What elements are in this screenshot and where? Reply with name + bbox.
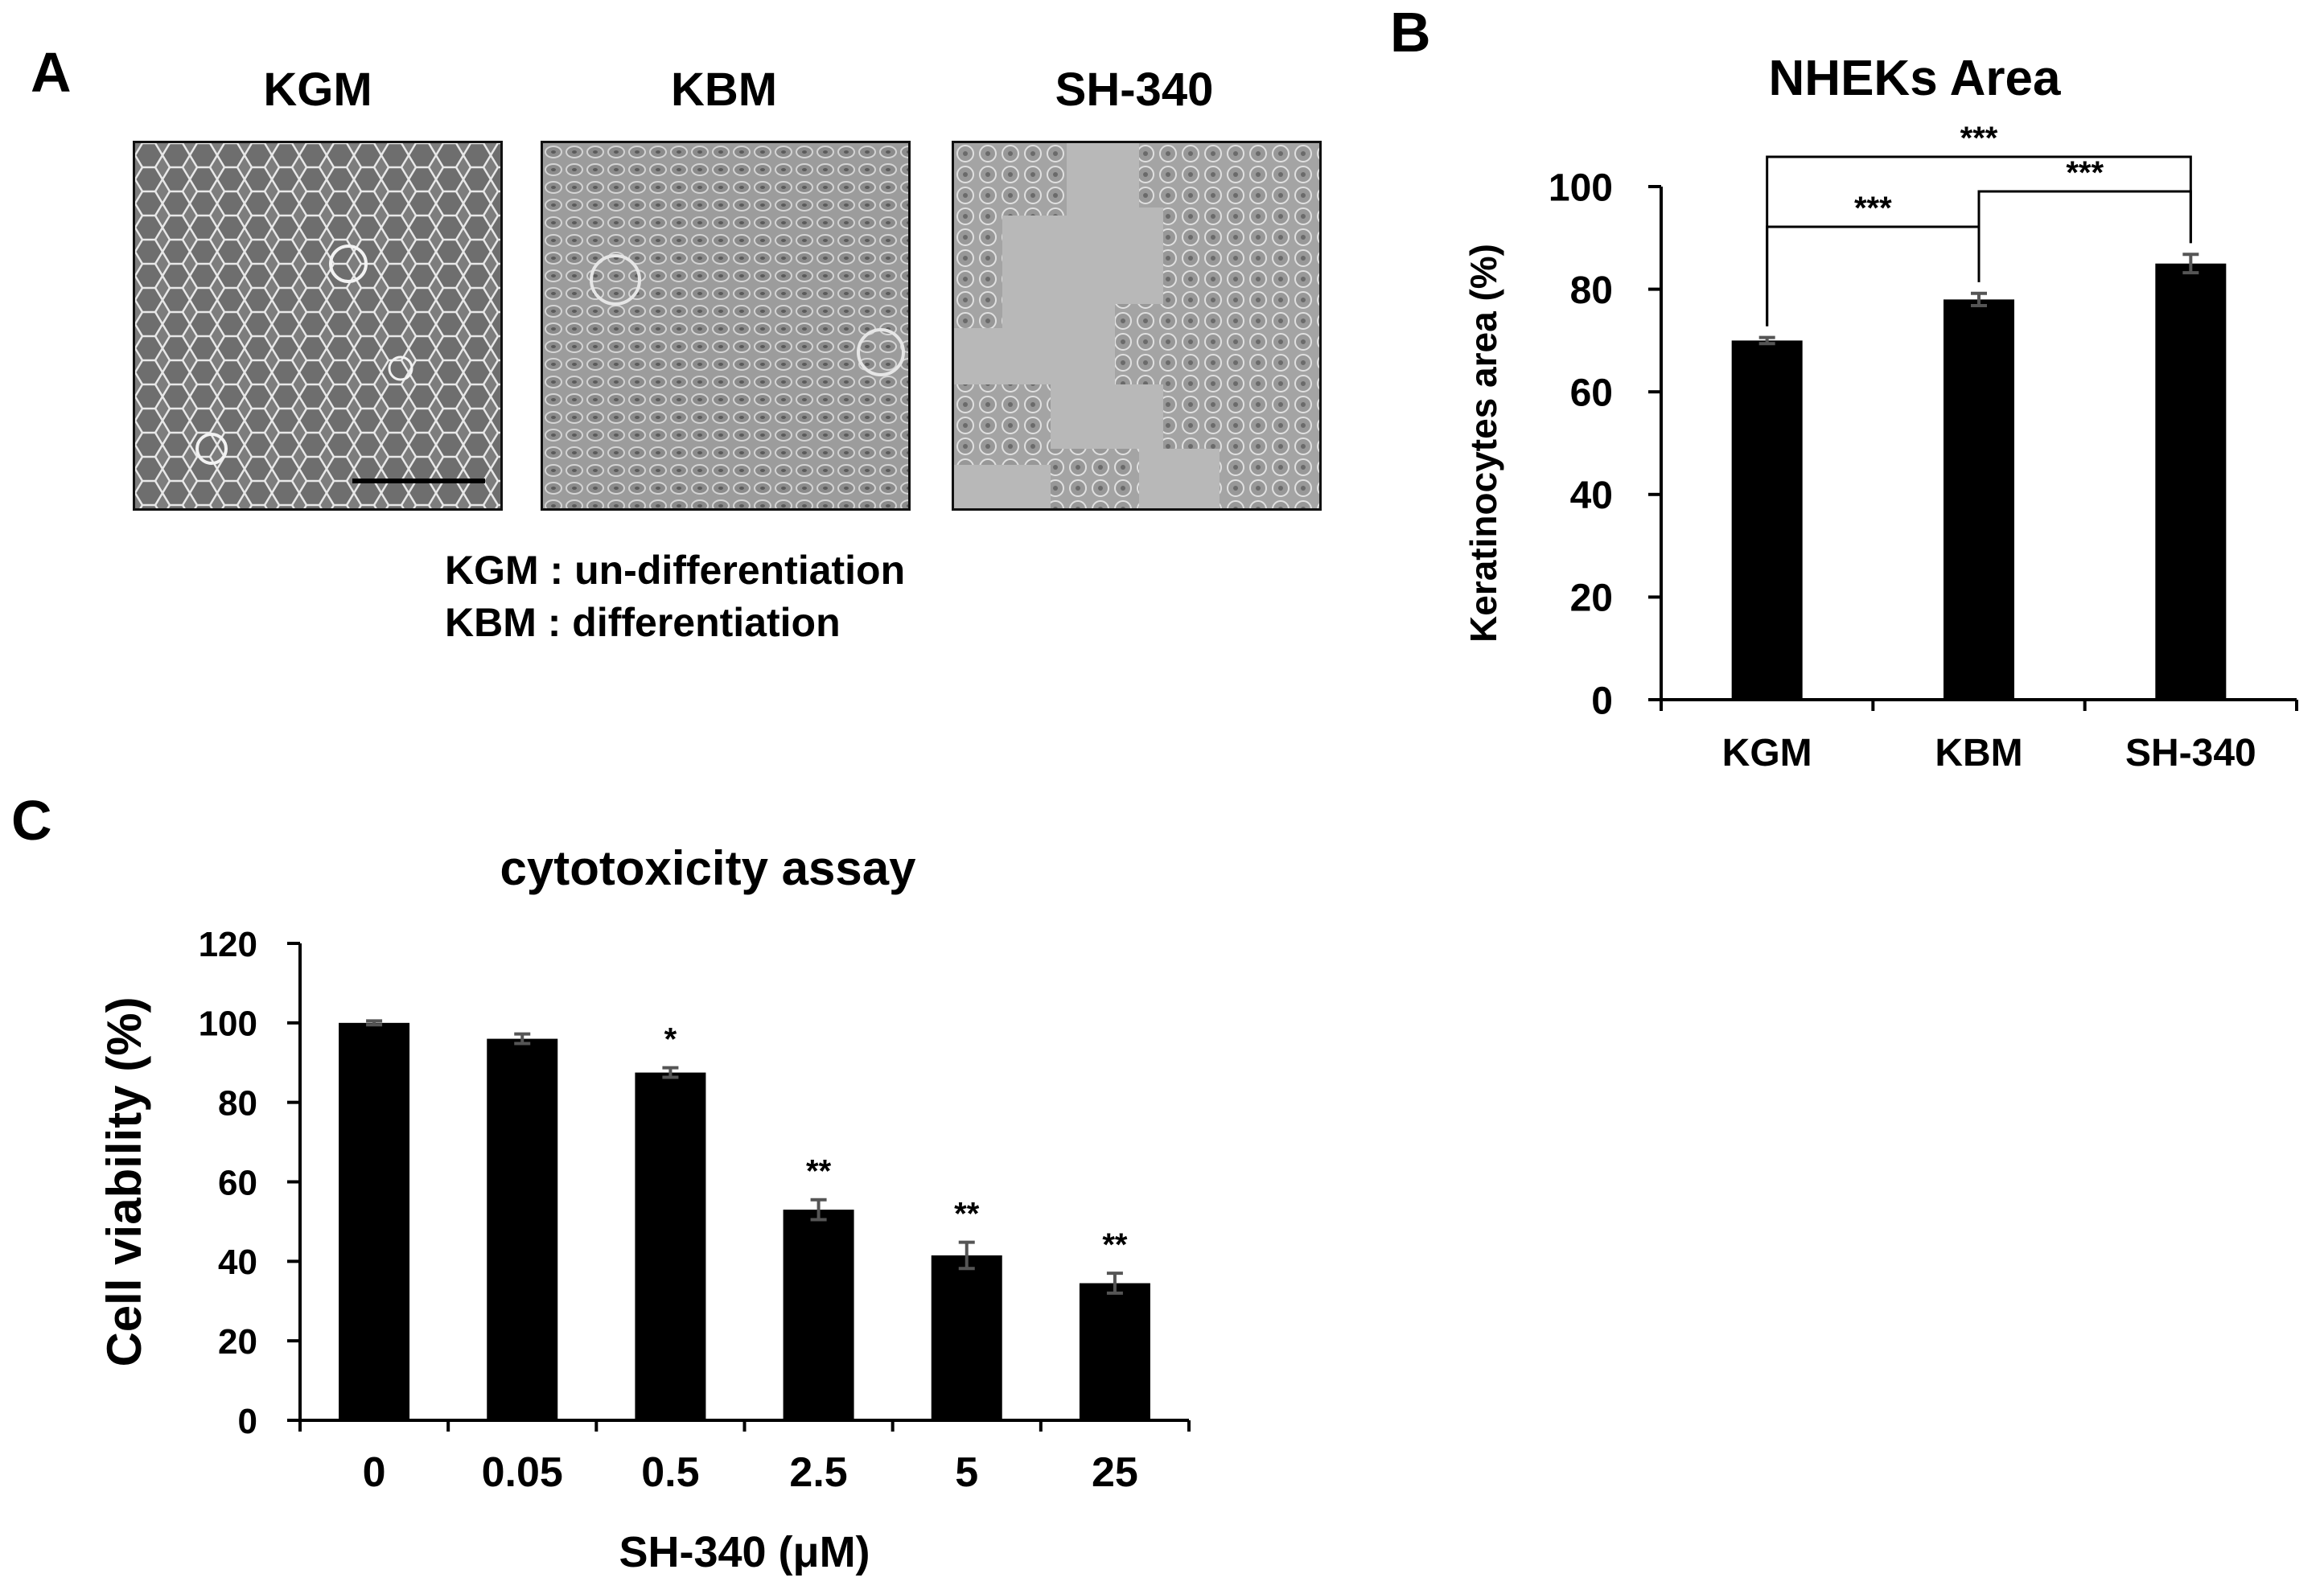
cytotox-y-tick-label: 0 [238,1402,257,1441]
cytotox-significance-mark: ** [1102,1227,1128,1263]
cytotox-x-axis-label: SH-340 (μM) [619,1528,870,1576]
cytotox-significance-mark: ** [954,1197,980,1232]
panel-c-letter: C [11,789,52,852]
image-label-kbm: KBM [670,64,778,116]
cytotox-significance-mark: * [664,1022,677,1058]
nheks-category-label: KGM [1722,732,1812,774]
cytotox-bar [783,1210,854,1420]
legend-kgm: KGM : un-differentiation [445,548,906,593]
cytotox-category-label: 2.5 [789,1449,847,1496]
cytotox-y-tick-label: 80 [218,1084,257,1124]
cytotox-y-tick-label: 60 [218,1163,257,1202]
micrograph-sh340 [952,141,1322,511]
image-label-kgm: KGM [263,64,372,116]
micrograph-kgm [133,141,503,511]
nheks-y-tick-label: 60 [1570,372,1613,414]
micrograph-kbm [541,141,911,511]
nheks-bar [1944,299,2014,700]
panel-a-letter: A [31,41,72,104]
nheks-bar [2155,263,2227,700]
cytotox-significance-mark: ** [806,1154,832,1189]
nheks-category-label: SH-340 [2125,732,2256,774]
nheks-category-label: KBM [1935,732,2022,774]
nheks-y-tick-label: 20 [1570,577,1613,620]
nheks-bar [1731,340,1803,700]
image-label-sh340: SH-340 [1055,64,1214,116]
cytotox-bar [339,1022,410,1420]
cytotox-y-tick-label: 20 [218,1322,257,1362]
nheks-significance-label: *** [2066,155,2104,191]
cytotox-chart-title: cytotoxicity assay [500,841,917,895]
cytotox-category-label: 0.05 [482,1449,563,1496]
cytotox-category-label: 0 [363,1449,386,1496]
nheks-y-tick-label: 40 [1570,475,1613,517]
cytotox-bar [1079,1283,1150,1420]
cytotox-y-tick-label: 120 [199,925,257,964]
nheks-y-tick-label: 100 [1549,166,1613,209]
cytotox-y-tick-label: 40 [218,1243,257,1282]
nheks-significance-bracket [1766,155,2192,327]
cytotox-category-label: 0.5 [641,1449,699,1496]
legend-kbm: KBM : differentiation [445,600,841,645]
cytotox-category-label: 25 [1092,1449,1138,1496]
nheks-y-axis-label: Keratinocytes area (%) [1462,244,1504,643]
nheks-significance-label: *** [1960,121,1998,156]
nheks-chart-title: NHEKs Area [1769,51,2061,106]
cytotox-y-axis-label: Cell viability (%) [97,996,151,1366]
cytotox-bar [931,1255,1002,1420]
cytotox-category-label: 5 [955,1449,978,1496]
panel-b-letter: B [1390,1,1431,64]
cytotox-y-tick-label: 100 [199,1005,257,1044]
nheks-y-tick-label: 80 [1570,269,1613,312]
nheks-significance-label: *** [1854,191,1892,226]
nheks-y-tick-label: 0 [1591,680,1613,722]
cytotox-bar [635,1072,706,1420]
cytotox-bar [487,1038,558,1420]
